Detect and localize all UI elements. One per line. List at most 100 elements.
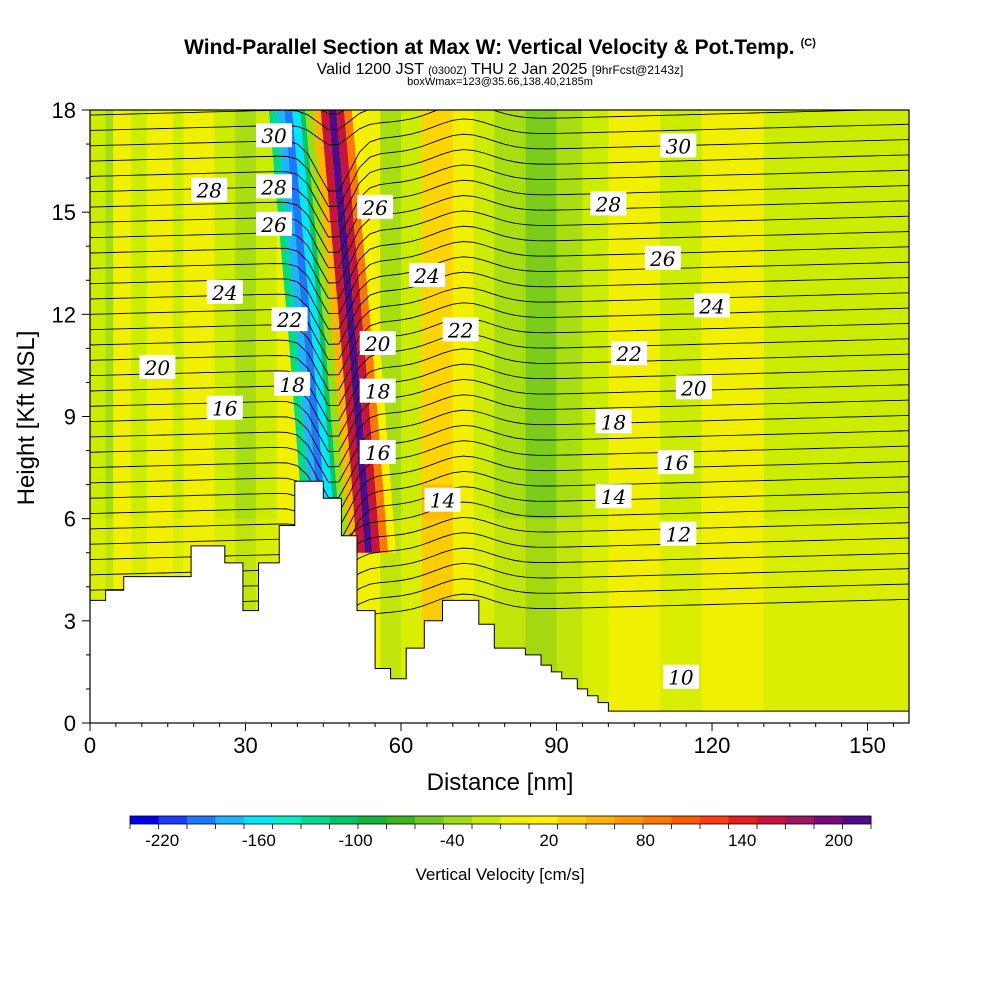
colorbar-tick-label: 200 [825, 831, 853, 850]
contour-label: 24 [408, 262, 445, 288]
contour-label: 16 [206, 395, 243, 421]
y-tick-label: 9 [64, 405, 76, 430]
contour-label-text: 14 [430, 489, 455, 513]
contour-label-bg [660, 521, 697, 546]
x-tick-label: 150 [849, 733, 886, 758]
theta-contour-line [90, 118, 909, 192]
theta-contour-line [90, 486, 909, 560]
theta-contour-line [90, 302, 909, 376]
theta-contour-line [90, 27, 909, 68]
colorbar: -220 -160 -100 -40 20 80 140 200 [129, 815, 872, 850]
contour-label: 20 [359, 330, 396, 356]
colorbar-swatch [671, 816, 701, 824]
contour-label: 20 [675, 375, 712, 400]
colorbar-swatch [785, 816, 815, 824]
chart-title-text: Wind-Parallel Section at Max W: Vertical… [184, 36, 795, 59]
theta-contour-labels: 30 28 28 26 24 22 20 18 16 26 24 20 22 18 16 14 30 28 26 24… [139, 123, 731, 690]
theta-contour-line [90, 455, 909, 529]
contour-label: 28 [590, 191, 627, 216]
theta-contour-line [90, 501, 909, 544]
colorbar-swatch [158, 816, 188, 824]
colorbar-swatch [358, 816, 387, 824]
contour-label-bg [590, 191, 627, 216]
contour-label-text: 12 [666, 523, 691, 547]
theta-contour-line [90, 287, 909, 361]
box-info: boxWmax=123@35.66,138.40,2185m [407, 76, 593, 88]
theta-contour-line [90, 532, 909, 575]
contour-label-text: 24 [413, 264, 439, 288]
contour-label: 22 [611, 341, 648, 366]
contour-label: 26 [256, 211, 293, 237]
colorbar-tick-label: 140 [728, 831, 756, 850]
contour-label-text: 28 [195, 179, 221, 203]
contour-label-text: 20 [364, 332, 391, 356]
field-band [494, 110, 526, 723]
colorbar-tick-label: 80 [636, 831, 655, 850]
colorbar-swatch [415, 816, 444, 824]
colorbar-swatch [529, 816, 558, 824]
contour-label-text: 30 [261, 124, 287, 148]
theta-contour-line [90, 133, 909, 207]
theta-contour-line [90, 42, 909, 83]
contour-label: 26 [357, 194, 394, 220]
field-band [105, 110, 114, 723]
field-band [380, 110, 402, 723]
colorbar-swatch [215, 816, 245, 824]
contour-label-text: 24 [211, 281, 237, 305]
x-tick-label: 120 [694, 733, 731, 758]
field-band [701, 110, 764, 723]
y-tick-label: 0 [64, 711, 76, 736]
contour-label-bg [424, 487, 461, 512]
colorbar-tick-label: 20 [539, 831, 558, 850]
colorbar-swatch [586, 816, 615, 824]
contour-label-text: 28 [260, 175, 286, 199]
contour-label-bg [359, 378, 396, 403]
contour-label-text: 24 [698, 295, 724, 319]
field-band [90, 110, 106, 723]
theta-contour-line [321, 110, 345, 115]
theta-contour-line [90, 225, 909, 299]
contour-label-text: 18 [601, 410, 626, 434]
colorbar-swatch [443, 816, 473, 824]
w-column [305, 110, 350, 553]
colorbar-swatch [386, 816, 416, 824]
colorbar-swatch [842, 816, 872, 824]
contour-label-bg [595, 409, 632, 434]
contour-label: 18 [359, 378, 396, 404]
chart-subtitle: Valid 1200 JST (0300Z) THU 2 Jan 2025 [9… [0, 61, 1000, 79]
colorbar-swatch [187, 816, 216, 824]
w-column [284, 110, 329, 553]
contour-label-bg [357, 194, 394, 219]
contour-label: 30 [660, 133, 697, 158]
theta-contour-line [90, 195, 909, 269]
colorbar-swatch [244, 816, 273, 824]
colorbar-tick-label: -100 [339, 831, 373, 850]
x-axis-label: Distance [nm] [427, 769, 574, 796]
theta-contour-line [90, 363, 909, 437]
theta-contour-line [90, 0, 909, 38]
field-band [131, 110, 148, 723]
contour-label-bg [595, 484, 632, 509]
contour-label-bg [256, 211, 293, 236]
contour-label-text: 16 [663, 451, 689, 475]
contour-label-bg [657, 450, 694, 475]
field-band [525, 110, 557, 723]
theta-contour-line [90, 333, 909, 407]
w-column [292, 110, 337, 553]
contour-label: 14 [424, 487, 461, 513]
contour-label: 28 [191, 177, 228, 203]
colorbar-swatch [130, 816, 159, 824]
theta-contours [90, 0, 909, 636]
y-tick-label: 12 [52, 302, 76, 327]
contour-label: 20 [139, 354, 176, 380]
y-tick-label: 15 [52, 200, 76, 225]
contour-label-bg [675, 375, 712, 400]
contour-label: 24 [206, 279, 243, 305]
theta-contour-line [90, 210, 909, 284]
contour-label: 12 [660, 521, 697, 547]
contour-label-bg [611, 341, 648, 366]
y-tick-label: 3 [64, 609, 76, 634]
contour-label-text: 20 [144, 356, 171, 380]
forecast-info: [9hrFcst@2143z] [591, 63, 684, 77]
